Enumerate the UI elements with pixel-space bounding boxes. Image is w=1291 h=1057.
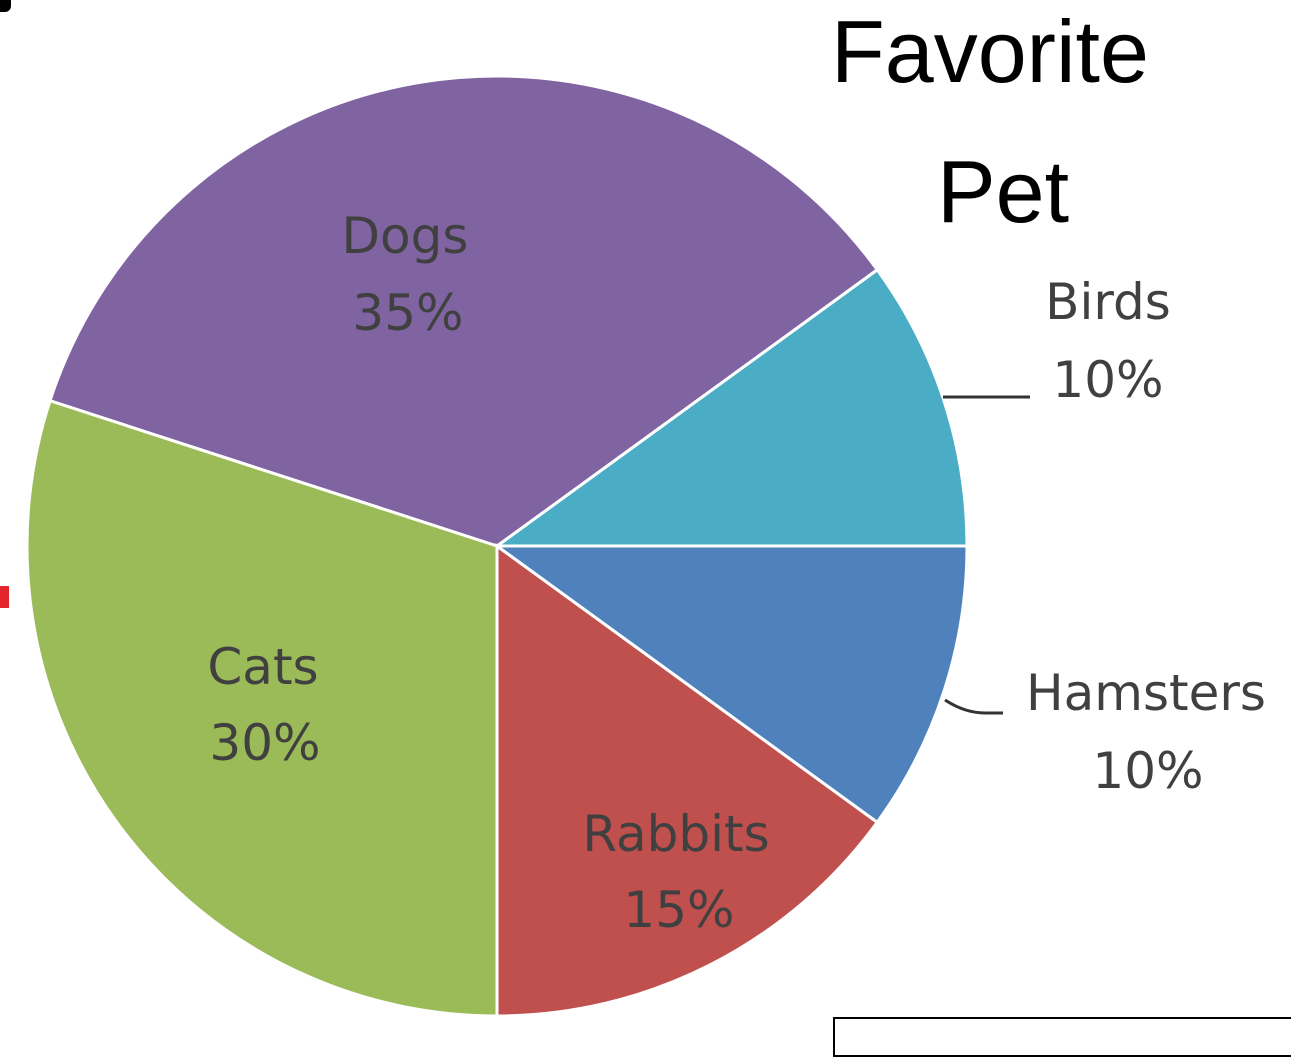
- chart-title-line-1: Favorite: [831, 2, 1149, 101]
- slice-name-dogs: Dogs: [342, 207, 469, 265]
- slice-percent-birds: 10%: [1052, 351, 1163, 409]
- pie-slice-cats: [25, 398, 499, 1018]
- pie-slice-hamsters: [492, 544, 969, 825]
- pie-slice-birds: [492, 267, 969, 548]
- slice-percent-rabbits: 15%: [623, 881, 734, 939]
- pie-slice-dogs: [48, 74, 880, 548]
- slice-name-cats: Cats: [207, 638, 318, 696]
- slice-name-rabbits: Rabbits: [582, 805, 769, 863]
- chart-title-line-2: Pet: [937, 142, 1069, 241]
- hamsters-leader-line: [944, 698, 1003, 715]
- slice-label-hamsters: Hamsters 10%: [1026, 664, 1266, 800]
- slice-label-rabbits: Rabbits 15%: [582, 805, 769, 939]
- slice-label-dogs: Dogs 35%: [342, 207, 469, 342]
- slice-percent-dogs: 35%: [352, 284, 463, 342]
- slice-percent-hamsters: 10%: [1092, 742, 1203, 800]
- slice-percent-cats: 30%: [209, 714, 320, 772]
- slice-label-cats: Cats 30%: [207, 638, 320, 772]
- slice-name-birds: Birds: [1045, 273, 1171, 331]
- slice-name-hamsters: Hamsters: [1026, 664, 1266, 722]
- chart-title: Favorite Pet: [831, 2, 1149, 241]
- slice-label-birds: Birds 10%: [1045, 273, 1171, 409]
- pie-chart: Dogs 35% Birds 10% Cats 30% Rabbits 15% …: [25, 2, 1266, 1018]
- red-annotation-mark: [0, 586, 9, 608]
- cropped-edge-mark: [0, 0, 11, 12]
- leader-lines: [943, 395, 1030, 715]
- pie-slices: [25, 74, 969, 1018]
- answer-box: [833, 1017, 1291, 1057]
- pie-slice-rabbits: [495, 543, 880, 1018]
